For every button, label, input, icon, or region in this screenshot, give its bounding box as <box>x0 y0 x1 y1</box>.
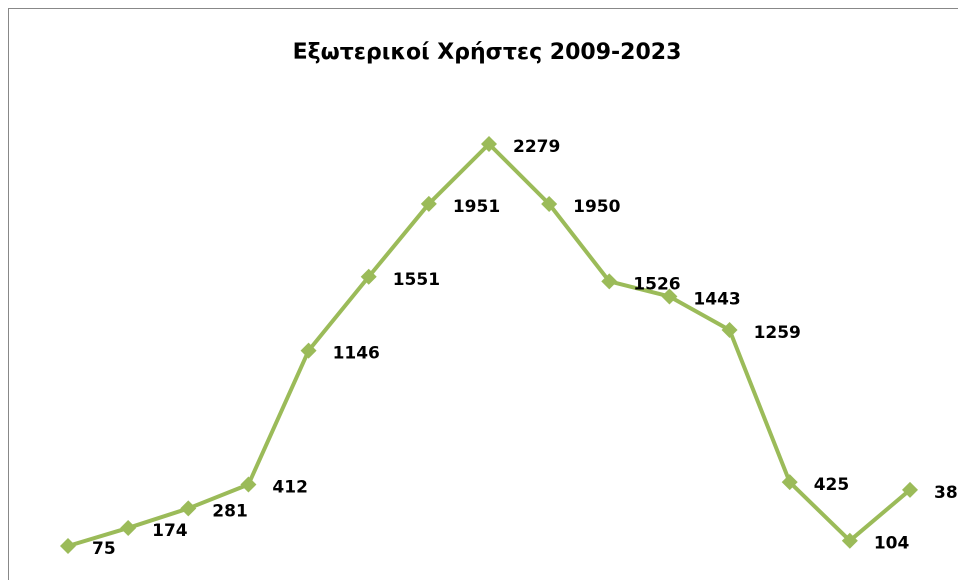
marker <box>240 476 257 493</box>
data-label: 1551 <box>393 270 440 290</box>
chart-frame <box>8 8 958 580</box>
data-label: 1526 <box>633 274 680 294</box>
marker <box>481 136 497 152</box>
marker <box>180 500 197 517</box>
marker <box>541 196 558 213</box>
marker <box>360 268 377 285</box>
marker <box>120 519 137 536</box>
data-label: 174 <box>152 521 188 541</box>
marker <box>60 538 76 554</box>
marker <box>841 532 858 549</box>
data-label: 412 <box>272 478 308 498</box>
marker <box>300 342 317 359</box>
data-label: 75 <box>92 539 116 559</box>
data-label: 1951 <box>453 197 500 217</box>
data-label: 1146 <box>333 344 380 364</box>
marker <box>661 288 678 305</box>
chart-title: Εξωτερικοί Χρήστες 2009-2023 <box>293 40 682 65</box>
marker <box>721 322 738 339</box>
data-label: 1950 <box>573 197 620 217</box>
data-label: 425 <box>814 475 850 495</box>
data-label: 1443 <box>693 289 740 309</box>
data-label: 383 <box>934 483 958 503</box>
data-label: 1259 <box>754 323 801 343</box>
data-label: 281 <box>212 501 248 521</box>
data-label: 104 <box>874 534 910 554</box>
marker <box>601 273 618 290</box>
marker <box>902 481 918 498</box>
marker <box>420 195 437 212</box>
marker <box>781 474 798 491</box>
data-label: 2279 <box>513 137 560 157</box>
